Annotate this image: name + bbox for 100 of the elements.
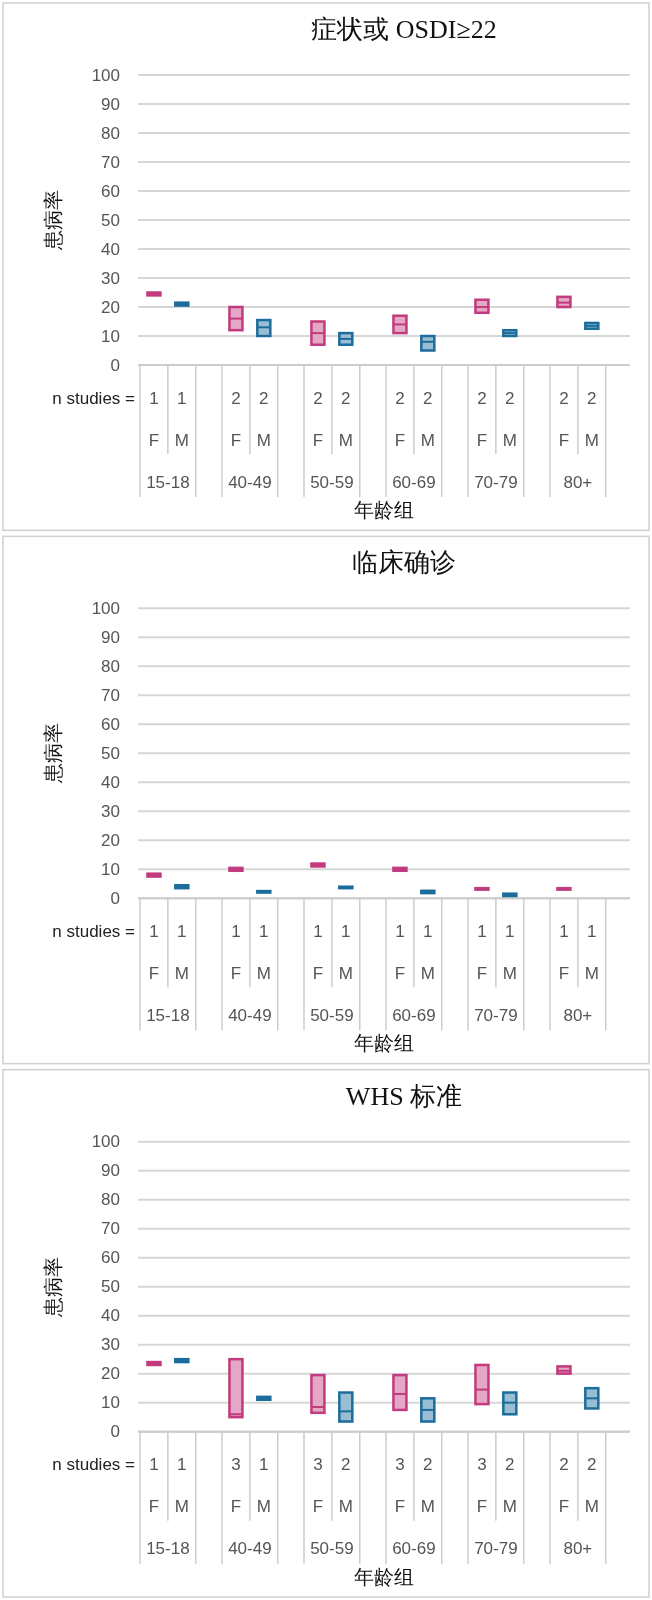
x-tick-label: 15-18 bbox=[146, 1539, 190, 1559]
text: 2 bbox=[505, 1455, 515, 1475]
x-tick-label: 60-69 bbox=[392, 1539, 436, 1559]
y-axis-title: 患病率 bbox=[42, 190, 64, 251]
text: F bbox=[476, 1497, 488, 1517]
text: F bbox=[148, 1497, 160, 1517]
text: M bbox=[174, 430, 189, 450]
text: n studies = bbox=[52, 921, 136, 941]
text: M bbox=[338, 430, 353, 450]
text: 2 bbox=[587, 1455, 597, 1475]
y-tick-label: 0 bbox=[110, 1422, 120, 1442]
x-tick-label: 80+ bbox=[563, 472, 593, 492]
y-tick-label: 100 bbox=[91, 1132, 120, 1152]
text: M bbox=[256, 1497, 271, 1517]
text: F bbox=[558, 1497, 570, 1517]
y-tick-label: 60 bbox=[101, 181, 120, 201]
text: F bbox=[312, 963, 324, 983]
y-tick-label: 30 bbox=[101, 268, 120, 288]
y-tick-label: 0 bbox=[110, 888, 120, 908]
text: 3 bbox=[313, 1455, 323, 1475]
text: 3 bbox=[395, 1455, 405, 1475]
y-tick-label: 40 bbox=[101, 1306, 120, 1326]
text: M bbox=[256, 430, 271, 450]
y-tick-label: 40 bbox=[101, 772, 120, 792]
x-tick-label: 15-18 bbox=[146, 472, 190, 492]
text: 2 bbox=[259, 388, 269, 408]
text: 1 bbox=[505, 921, 515, 941]
text: 2 bbox=[559, 1455, 569, 1475]
y-tick-label: 20 bbox=[101, 1364, 120, 1384]
text: 1 bbox=[259, 1455, 269, 1475]
text: 1 bbox=[177, 1455, 187, 1475]
y-axis-title: 患病率 bbox=[42, 723, 64, 785]
text: M bbox=[420, 1497, 435, 1517]
y-tick-label: 20 bbox=[101, 830, 120, 850]
y-tick-label: 90 bbox=[101, 627, 120, 647]
x-tick-label: 80+ bbox=[563, 1539, 593, 1559]
text: 1 bbox=[423, 921, 433, 941]
text: F bbox=[148, 430, 160, 450]
text: 2 bbox=[341, 388, 351, 408]
text: M bbox=[420, 963, 435, 983]
y-tick-label: 10 bbox=[101, 859, 120, 879]
text: M bbox=[338, 963, 353, 983]
y-tick-label: 40 bbox=[101, 239, 120, 259]
text: 1 bbox=[231, 921, 241, 941]
y-tick-label: 80 bbox=[101, 656, 120, 676]
text: F bbox=[148, 963, 160, 983]
text: 2 bbox=[477, 388, 487, 408]
y-tick-label: 80 bbox=[101, 123, 120, 143]
y-tick-label: 10 bbox=[101, 1393, 120, 1413]
x-tick-label: 40-49 bbox=[228, 472, 272, 492]
text: F bbox=[476, 963, 488, 983]
text: 2 bbox=[395, 388, 405, 408]
text: 2 bbox=[587, 388, 597, 408]
y-tick-label: 100 bbox=[91, 65, 120, 85]
text: 1 bbox=[559, 921, 569, 941]
y-tick-label: 70 bbox=[101, 1219, 120, 1239]
text: M bbox=[584, 430, 599, 450]
text: 2 bbox=[231, 388, 241, 408]
text: M bbox=[174, 1497, 189, 1517]
text: 1 bbox=[395, 921, 405, 941]
text: 1 bbox=[149, 388, 159, 408]
y-tick-label: 50 bbox=[101, 743, 120, 763]
text: 1 bbox=[177, 921, 187, 941]
text: M bbox=[338, 1497, 353, 1517]
y-tick-label: 70 bbox=[101, 685, 120, 705]
text: 2 bbox=[341, 1455, 351, 1475]
y-tick-label: 10 bbox=[101, 326, 120, 346]
text: 1 bbox=[259, 921, 269, 941]
y-tick-label: 30 bbox=[101, 801, 120, 821]
y-tick-label: 30 bbox=[101, 1335, 120, 1355]
text: 1 bbox=[477, 921, 487, 941]
y-tick-label: 60 bbox=[101, 1248, 120, 1268]
y-tick-label: 70 bbox=[101, 152, 120, 172]
x-axis-title: 年龄组 bbox=[354, 1032, 414, 1055]
text: 3 bbox=[477, 1455, 487, 1475]
text: F bbox=[394, 430, 406, 450]
y-tick-label: 90 bbox=[101, 1161, 120, 1181]
y-tick-label: 20 bbox=[101, 297, 120, 317]
x-tick-label: 80+ bbox=[563, 1005, 593, 1025]
text: 1 bbox=[149, 921, 159, 941]
y-axis-title: 患病率 bbox=[42, 1256, 64, 1318]
x-tick-label: 50-59 bbox=[310, 472, 354, 492]
y-tick-label: 80 bbox=[101, 1190, 120, 1210]
x-tick-label: 15-18 bbox=[146, 1005, 190, 1025]
text: M bbox=[502, 963, 517, 983]
text: M bbox=[584, 963, 599, 983]
text: 2 bbox=[423, 1455, 433, 1475]
text: 1 bbox=[177, 388, 187, 408]
text: 2 bbox=[505, 388, 515, 408]
text: 2 bbox=[313, 388, 323, 408]
x-tick-label: 70-79 bbox=[474, 472, 518, 492]
text: n studies = bbox=[52, 388, 136, 408]
text: M bbox=[174, 963, 189, 983]
text: F bbox=[312, 1497, 324, 1517]
text: M bbox=[502, 1497, 517, 1517]
text: F bbox=[230, 963, 242, 983]
x-tick-label: 60-69 bbox=[392, 1005, 436, 1025]
chart-title: 症状或 OSDI≥22 bbox=[311, 15, 497, 44]
text: F bbox=[558, 430, 570, 450]
text: M bbox=[420, 430, 435, 450]
